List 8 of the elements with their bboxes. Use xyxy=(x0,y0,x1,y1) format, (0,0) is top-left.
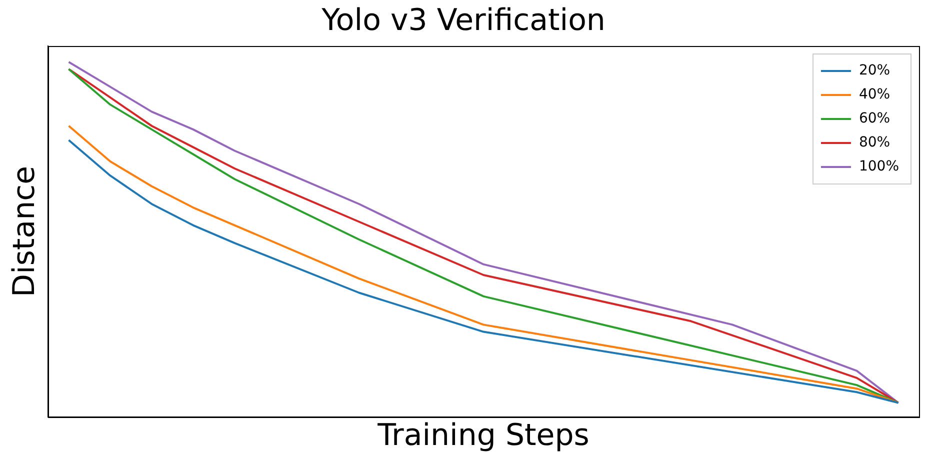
legend-label: 80% xyxy=(858,134,890,151)
legend-label: 100% xyxy=(858,158,900,175)
legend-label: 40% xyxy=(858,86,890,103)
legend-label: 60% xyxy=(858,110,890,127)
chart-title: Yolo v3 Verification xyxy=(320,2,606,38)
y-axis-title: Distance xyxy=(6,166,42,298)
x-axis-title: Training Steps xyxy=(376,418,590,453)
legend-label: 20% xyxy=(858,62,890,79)
